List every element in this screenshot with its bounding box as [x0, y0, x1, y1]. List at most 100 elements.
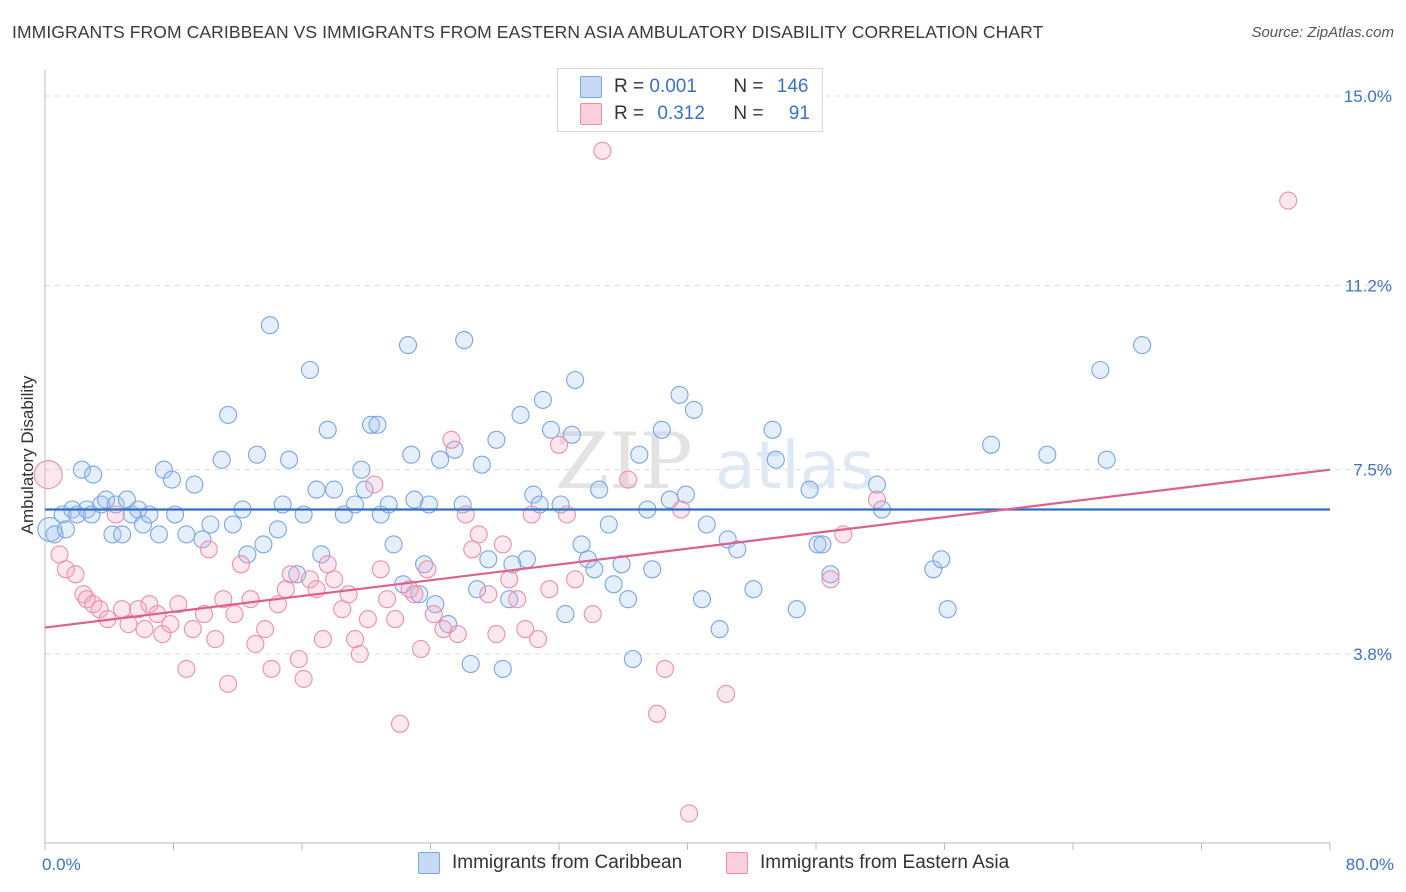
point-eastern-asia — [619, 470, 638, 489]
point-caribbean — [623, 649, 642, 669]
point-caribbean — [352, 460, 371, 479]
point-caribbean — [445, 440, 464, 459]
point-eastern-asia — [647, 704, 667, 723]
point-eastern-asia — [479, 585, 498, 604]
point-caribbean — [808, 535, 827, 554]
legend-label-eastern-asia: Immigrants from Eastern Asia — [760, 852, 1010, 873]
point-eastern-asia — [390, 714, 410, 733]
stats-legend: R = 0.001 N = 146 R = 0.312 N = 91 — [557, 68, 823, 132]
point-eastern-asia — [593, 141, 612, 160]
point-eastern-asia — [821, 570, 840, 589]
point-caribbean — [455, 331, 474, 350]
legend-swatch-eastern-asia — [726, 852, 748, 874]
point-eastern-asia — [411, 639, 430, 659]
x-tick-label-max: 80.0% — [1346, 855, 1394, 874]
point-eastern-asia — [206, 630, 225, 649]
legend-swatch-caribbean — [418, 852, 440, 874]
point-caribbean — [318, 420, 337, 439]
point-caribbean — [982, 435, 1001, 454]
point-caribbean — [1091, 360, 1110, 380]
point-caribbean — [1097, 450, 1116, 469]
y-axis-label: Ambulatory Disability — [18, 375, 37, 535]
point-eastern-asia — [241, 590, 260, 609]
point-caribbean — [162, 470, 181, 489]
point-eastern-asia — [294, 669, 313, 688]
point-eastern-asia — [516, 620, 535, 639]
legend-item-eastern-asia: Immigrants from Eastern Asia — [726, 852, 1009, 874]
point-eastern-asia — [194, 605, 214, 624]
point-eastern-asia — [418, 560, 437, 579]
legend-swatch-eastern-asia — [580, 103, 602, 125]
point-eastern-asia — [333, 600, 352, 619]
point-caribbean — [461, 654, 480, 674]
point-eastern-asia — [583, 605, 602, 624]
point-eastern-asia — [508, 590, 527, 609]
point-caribbean — [368, 415, 387, 434]
chart-title: IMMIGRANTS FROM CARIBBEAN VS IMMIGRANTS … — [12, 22, 1044, 42]
point-eastern-asia — [500, 570, 519, 589]
y-tick-label: 11.2% — [1345, 276, 1392, 295]
point-caribbean — [113, 525, 132, 544]
point-eastern-asia — [199, 540, 218, 559]
point-eastern-asia — [74, 585, 93, 604]
point-eastern-asia — [350, 644, 369, 664]
trend-line-eastern-asia — [44, 468, 1331, 629]
point-caribbean — [487, 430, 506, 449]
point-eastern-asia — [529, 630, 548, 649]
point-eastern-asia — [463, 540, 482, 559]
point-caribbean — [511, 405, 530, 424]
series-legend: Immigrants from Caribbean Immigrants fro… — [0, 852, 1406, 878]
point-caribbean — [800, 480, 819, 499]
point-caribbean — [652, 420, 671, 439]
point-caribbean — [307, 480, 326, 499]
legend-label-caribbean: Immigrants from Caribbean — [452, 852, 683, 873]
point-caribbean — [212, 450, 231, 469]
point-eastern-asia — [493, 535, 512, 554]
point-caribbean — [766, 450, 785, 469]
point-caribbean — [223, 515, 242, 534]
point-caribbean — [821, 565, 840, 584]
point-eastern-asia — [1279, 191, 1298, 210]
watermark-atlas: atlas — [715, 427, 875, 504]
point-caribbean — [193, 530, 212, 549]
point-caribbean — [630, 445, 649, 464]
point-eastern-asia — [129, 600, 148, 619]
point-caribbean — [260, 316, 279, 335]
point-eastern-asia — [487, 625, 506, 644]
point-eastern-asia — [371, 560, 390, 579]
point-caribbean — [867, 475, 887, 494]
point-caribbean — [405, 490, 424, 509]
point-caribbean — [431, 450, 450, 469]
point-caribbean — [541, 420, 561, 439]
point-caribbean — [493, 659, 512, 678]
point-caribbean — [670, 385, 689, 404]
point-eastern-asia — [358, 610, 377, 629]
point-eastern-asia — [325, 570, 344, 589]
point-caribbean — [219, 405, 238, 424]
point-eastern-asia — [214, 590, 233, 609]
point-eastern-asia — [365, 475, 384, 494]
point-caribbean — [410, 585, 429, 604]
point-caribbean — [185, 475, 204, 494]
point-eastern-asia — [183, 620, 202, 639]
point-caribbean — [56, 520, 75, 539]
point-caribbean — [572, 535, 591, 554]
point-caribbean — [710, 620, 729, 639]
point-eastern-asia — [225, 605, 244, 624]
point-eastern-asia — [119, 615, 138, 634]
point-caribbean — [133, 515, 153, 534]
point-caribbean — [280, 450, 299, 469]
point-caribbean — [149, 525, 169, 544]
point-eastern-asia — [219, 674, 238, 693]
point-caribbean — [415, 555, 434, 574]
legend-item-caribbean: Immigrants from Caribbean — [418, 852, 682, 874]
point-caribbean — [398, 336, 418, 355]
point-caribbean — [1038, 445, 1057, 464]
legend-n-value-caribbean: 146 — [776, 76, 809, 97]
axes — [44, 70, 1331, 850]
point-caribbean — [643, 560, 662, 579]
point-eastern-asia — [469, 525, 488, 544]
point-eastern-asia — [549, 435, 569, 454]
point-eastern-asia — [434, 620, 453, 639]
point-eastern-asia — [231, 555, 251, 574]
